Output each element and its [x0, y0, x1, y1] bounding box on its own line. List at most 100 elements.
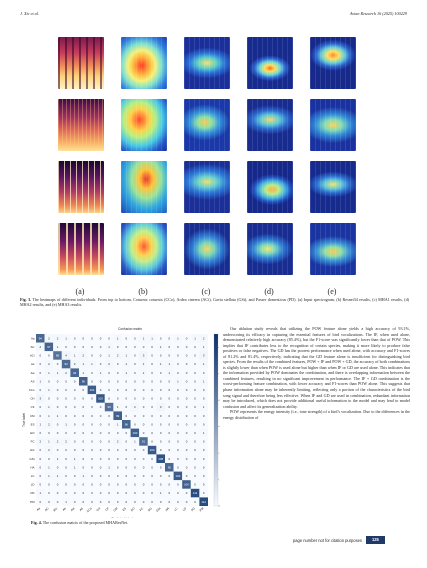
cm-cell-value: 0: [168, 345, 170, 349]
cm-x-tick-label: ES: [121, 506, 127, 512]
cm-cell: [70, 445, 79, 455]
cm-cell-value: 0: [82, 414, 84, 418]
cm-cell: [156, 480, 165, 489]
cm-cell: [113, 497, 122, 506]
cm-cell: [79, 454, 88, 463]
cm-cell-value: 0: [48, 354, 50, 358]
cm-cell-value: 108: [158, 457, 163, 461]
cm-cell-value: 101: [89, 388, 94, 392]
cm-cell-value: 0: [65, 483, 67, 487]
cm-cell-value: 0: [65, 474, 67, 478]
cm-cell: [139, 480, 148, 489]
cm-cell-value: 1: [48, 371, 50, 375]
cm-cell: [190, 402, 200, 412]
cm-cell: [61, 463, 71, 472]
cm-cell-value: 0: [177, 354, 179, 358]
cm-cell-value: 0: [117, 431, 119, 435]
cm-cell-value: 0: [177, 483, 179, 487]
cm-cell: [122, 463, 131, 472]
cm-cell-value: 0: [108, 379, 110, 383]
cm-cell-value: 0: [125, 474, 127, 478]
cm-cell-value: 0: [134, 397, 136, 401]
cm-cell: [122, 497, 131, 506]
figure4-caption-label: Fig. 4.: [31, 520, 42, 525]
cm-cell: [139, 428, 148, 438]
cm-cell: [165, 437, 174, 446]
cm-cell-value: 0: [65, 457, 67, 461]
cm-cell: [199, 480, 208, 489]
cm-cell: [139, 377, 148, 386]
cm-cell-value: 0: [134, 371, 136, 375]
cm-cell-value: 0: [100, 388, 102, 392]
cm-cell-value: 0: [74, 431, 76, 435]
cm-cell-value: 0: [151, 405, 153, 409]
cm-cell: [139, 359, 148, 369]
cm-cell-value: 0: [117, 371, 119, 375]
cm-cell-value: 0: [82, 431, 84, 435]
cm-cell: [147, 411, 157, 420]
cm-cell-value: 0: [168, 474, 170, 478]
cm-cell: [156, 377, 165, 386]
cm-cell: [199, 463, 208, 472]
cm-cell-value: 0: [65, 448, 67, 452]
cm-cell: [36, 377, 45, 386]
cm-cell: [96, 402, 105, 412]
cm-cell: [173, 454, 183, 463]
cm-cell: [173, 377, 183, 386]
cm-cell-value: 0: [108, 422, 110, 426]
cm-cell-value: 0: [100, 483, 102, 487]
cm-cell-value: 0: [39, 474, 41, 478]
panel-label-a: (a): [75, 287, 85, 296]
cm-cell: [122, 377, 131, 386]
cm-y-tick-label: GSt: [30, 457, 35, 461]
cm-cell: [113, 445, 122, 455]
cm-cell-value: 0: [186, 422, 188, 426]
cm-cell: [96, 480, 105, 489]
cm-cell-value: 0: [82, 397, 84, 401]
cm-cell: [36, 463, 45, 472]
cm-cell-value: 0: [91, 431, 93, 435]
attention-heatmap-aci-mha1: [184, 99, 230, 151]
cm-cell-value: 2: [39, 440, 41, 444]
cm-x-tick-label: PM: [199, 506, 205, 512]
cm-cell-value: 0: [177, 397, 179, 401]
cm-cell-value: 0: [203, 422, 205, 426]
cm-cell: [122, 394, 131, 403]
cm-cell-value: 0: [74, 379, 76, 383]
cm-cell-value: 1: [82, 474, 84, 478]
cm-cell-value: 1: [65, 422, 67, 426]
cm-cell-value: 0: [194, 345, 196, 349]
cm-cell-value: 1: [168, 371, 170, 375]
cm-cell: [182, 402, 191, 412]
cm-cell-value: 0: [82, 440, 84, 444]
attention-heatmap-aci-resnet34: [121, 99, 167, 151]
cm-x-tick-label: Ae: [61, 506, 67, 512]
cm-cell-value: 0: [134, 448, 136, 452]
cm-cell: [79, 368, 88, 377]
cm-cell: [70, 471, 79, 481]
cm-cell-value: 0: [57, 500, 59, 504]
cm-cell-value: 0: [108, 414, 110, 418]
cm-cell-value: 0: [194, 440, 196, 444]
cm-cell: [61, 454, 71, 463]
cm-cell: [147, 480, 157, 489]
cm-cell: [104, 471, 114, 481]
cm-cell-value: 1: [160, 491, 162, 495]
cm-cell-value: 0: [134, 457, 136, 461]
cm-cell: [156, 385, 165, 395]
cm-cell-value: 0: [57, 465, 59, 469]
cm-cell-value: 1: [48, 465, 50, 469]
cm-cell: [79, 445, 88, 455]
cm-cell-value: 0: [194, 422, 196, 426]
cm-cell: [165, 385, 174, 395]
attention-heatmap-aci-mha3: [310, 99, 356, 151]
cm-cell: [70, 342, 79, 352]
cm-cell: [70, 402, 79, 412]
cm-y-tick-label: FC: [31, 440, 35, 444]
attention-heatmap-cco-mha2: [247, 37, 293, 89]
cm-y-tick-label: ACi: [30, 354, 35, 358]
cm-cell: [53, 334, 62, 343]
cm-cell-value: 1: [117, 336, 119, 340]
cm-cell: [156, 463, 165, 472]
cm-cell: [113, 488, 122, 498]
